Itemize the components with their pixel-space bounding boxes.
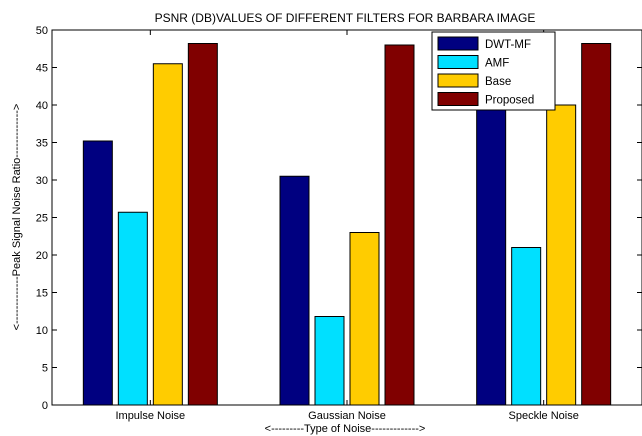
legend-swatch: [437, 92, 479, 106]
legend-swatch: [437, 55, 479, 69]
bar-base-2: [349, 232, 380, 406]
legend-swatch: [437, 73, 479, 88]
x-tick-label: Impulse Noise: [115, 410, 185, 422]
bar-amf-1: [117, 211, 148, 406]
y-tick-label: 15: [36, 288, 48, 300]
bar-dwt-mf-2: [279, 175, 310, 406]
y-tick-label: 35: [36, 138, 48, 150]
y-tick-label: 30: [36, 175, 48, 187]
legend-swatch: [437, 36, 479, 51]
legend-label: AMF: [485, 58, 509, 70]
y-tick-label: 0: [42, 400, 48, 412]
bar-dwt-mf-1: [82, 140, 113, 406]
bar-base-1: [152, 63, 183, 406]
y-tick-label: 5: [42, 363, 48, 375]
x-tick-label: Speckle Noise: [509, 410, 579, 422]
bar-amf-3: [511, 247, 542, 406]
y-axis-label: <-------------Peak Signal Noise Ratio---…: [11, 104, 23, 331]
y-tick-label: 20: [36, 250, 48, 262]
y-tick-label: 50: [36, 25, 48, 37]
legend-label: Base: [485, 76, 511, 88]
bar-base-3: [546, 104, 577, 406]
y-tick-label: 40: [36, 100, 48, 112]
bar-dwt-mf-3: [476, 104, 507, 406]
bar-proposed-3: [581, 43, 612, 406]
legend-label: Proposed: [485, 95, 534, 107]
y-tick-label: 10: [36, 325, 48, 337]
y-tick-label: 45: [36, 63, 48, 75]
bar-proposed-1: [187, 43, 218, 406]
plot-frame: [51, 29, 642, 406]
x-axis-label: <---------Type of Noise------------->: [265, 423, 426, 435]
legend-label: DWT-MF: [485, 39, 531, 51]
legend: DWT-MF AMF Base Proposed: [431, 31, 556, 111]
x-tick-label: Gaussian Noise: [308, 410, 386, 422]
y-tick-label: 25: [36, 213, 48, 225]
chart-title: PSNR (DB)VALUES OF DIFFERENT FILTERS FOR…: [155, 11, 536, 25]
bar-amf-2: [314, 316, 345, 406]
bar-proposed-2: [384, 44, 415, 406]
